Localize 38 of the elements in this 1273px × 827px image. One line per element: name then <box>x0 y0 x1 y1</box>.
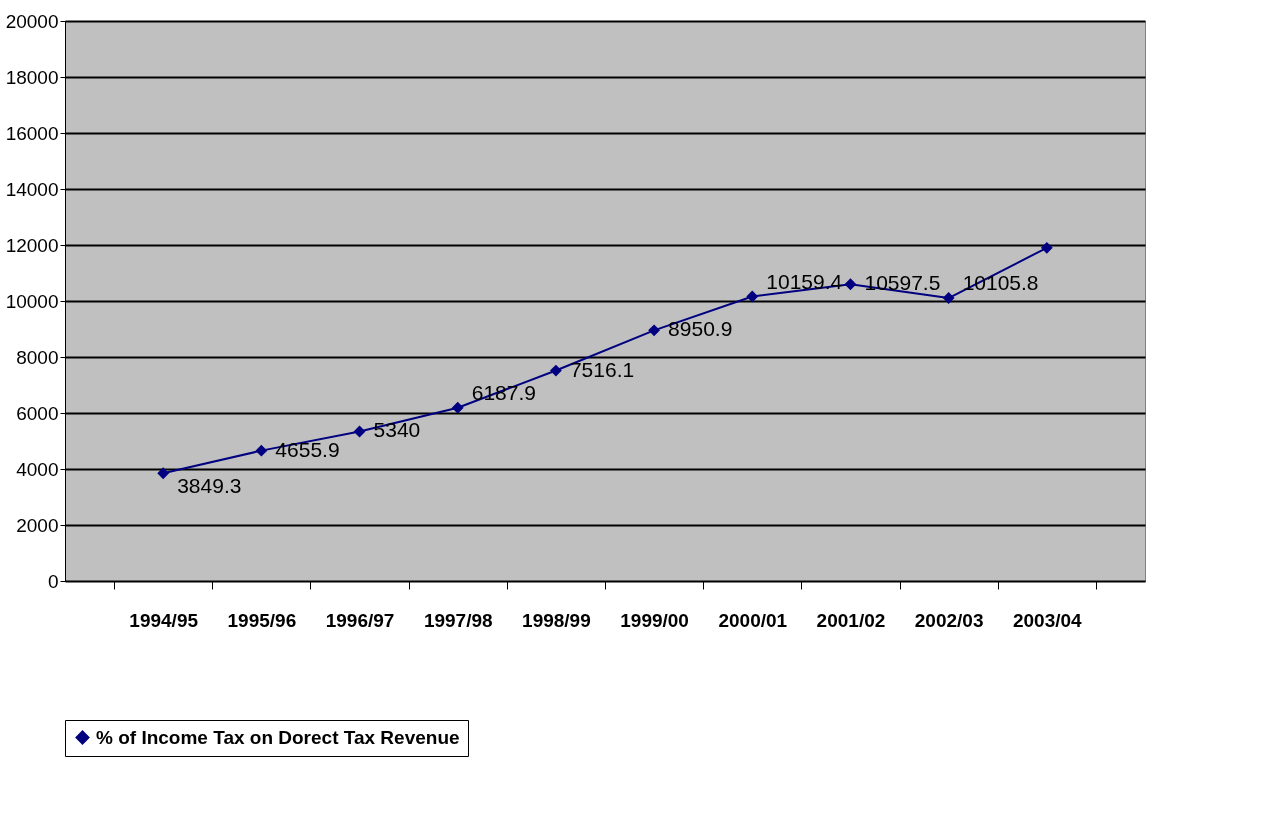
point <box>942 292 955 304</box>
data-label: 10159.4 <box>766 269 843 293</box>
y-tick-label: 0 <box>47 570 59 592</box>
x-tick-label: 1999/00 <box>620 609 689 631</box>
point <box>1040 241 1053 254</box>
x-tick-label: 2001/02 <box>816 609 886 631</box>
point <box>844 278 857 291</box>
point <box>746 290 759 303</box>
y-tick-label: 20000 <box>5 10 59 32</box>
point <box>255 444 268 457</box>
point <box>451 401 464 414</box>
x-tick-label: 1998/99 <box>522 609 591 631</box>
y-tick-label: 14000 <box>5 178 59 200</box>
y-tick-label: 10000 <box>5 290 59 312</box>
data-label: 7516.1 <box>569 357 635 381</box>
y-tick-label: 16000 <box>5 122 59 144</box>
y-tick-label: 8000 <box>16 346 59 368</box>
y-tick-label: 18000 <box>5 66 59 88</box>
data-label: 10597.5 <box>864 271 941 295</box>
point <box>648 324 661 337</box>
y-tick-label: 12000 <box>5 234 59 256</box>
x-tick-label: 1997/98 <box>423 609 493 631</box>
y-tick-label: 6000 <box>16 402 59 424</box>
data-label: 4655.9 <box>275 437 340 461</box>
x-tick-label: 2000/01 <box>718 609 788 631</box>
legend-label: % of Income Tax on Dorect Tax Revenue <box>96 726 460 748</box>
data-label: 8950.9 <box>668 317 733 341</box>
x-tick-label: 1996/97 <box>325 609 395 631</box>
point <box>549 364 562 377</box>
y-tick-label: 2000 <box>16 514 59 536</box>
data-label: 5340 <box>373 418 421 442</box>
data-label: 3849.3 <box>177 474 242 498</box>
x-tick-label: 1994/95 <box>129 609 199 631</box>
y-tick-label: 4000 <box>16 458 59 480</box>
x-tick-label: 1995/96 <box>227 609 297 631</box>
x-tick-label: 2002/03 <box>914 609 984 631</box>
point <box>157 467 170 480</box>
x-tick-label: 2003/04 <box>1012 609 1083 631</box>
